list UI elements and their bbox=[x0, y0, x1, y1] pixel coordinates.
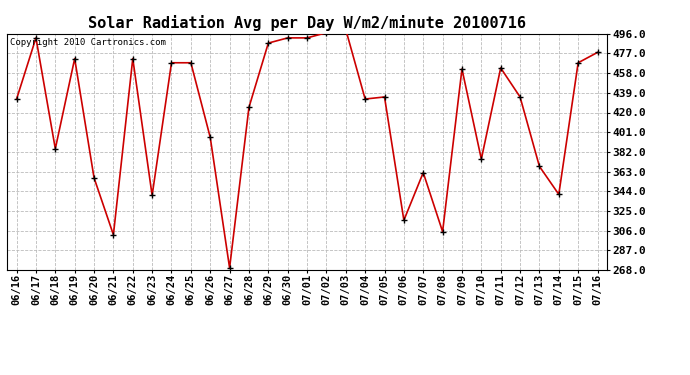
Title: Solar Radiation Avg per Day W/m2/minute 20100716: Solar Radiation Avg per Day W/m2/minute … bbox=[88, 15, 526, 31]
Text: Copyright 2010 Cartronics.com: Copyright 2010 Cartronics.com bbox=[10, 39, 166, 48]
